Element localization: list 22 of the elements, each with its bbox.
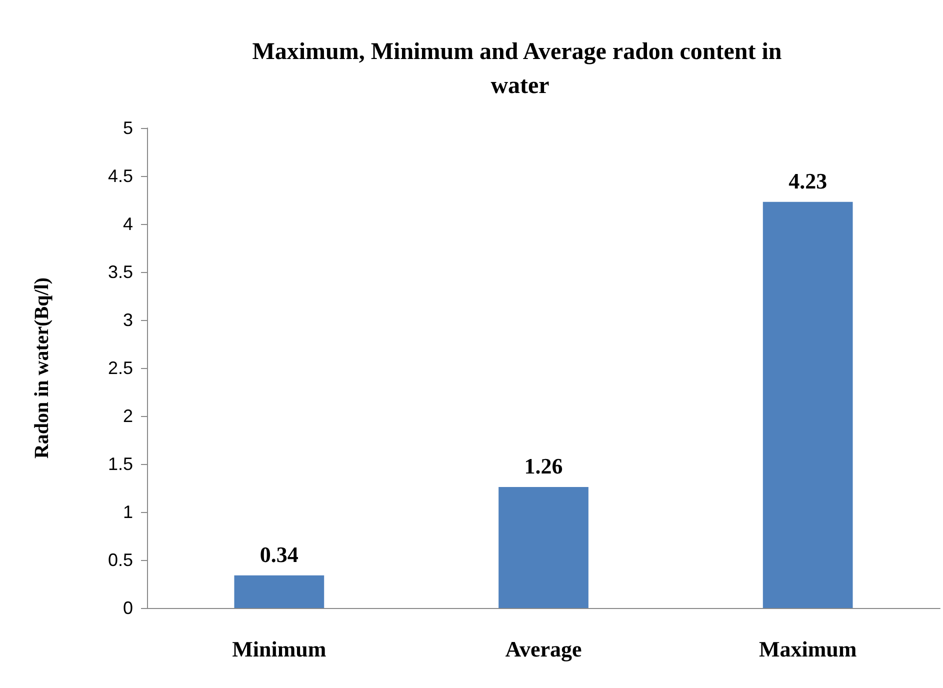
- y-tick-label: 4: [122, 214, 133, 234]
- y-tick-label: 1: [122, 502, 133, 522]
- y-tick-label: 0: [122, 598, 133, 618]
- data-label: 0.34: [260, 542, 298, 567]
- y-tick-label: 4.5: [108, 166, 133, 186]
- bar: [498, 487, 588, 608]
- chart-title: Maximum, Minimum and Average radon content in water: [252, 39, 788, 99]
- y-tick-label: 2.5: [108, 358, 133, 378]
- y-tick-label: 1.5: [108, 454, 133, 474]
- data-label: 4.23: [788, 168, 828, 194]
- data-label: 1.26: [524, 454, 563, 479]
- y-axis-title: Radon in water(Bq/l): [31, 277, 53, 459]
- y-tick-label: 3: [122, 310, 133, 330]
- x-tick-label: Maximum: [758, 636, 857, 662]
- bar: [234, 575, 324, 608]
- x-tick-label: Minimum: [232, 636, 326, 662]
- bar: [762, 202, 853, 608]
- y-tick-label: 3.5: [108, 262, 133, 282]
- y-tick-label: 5: [122, 118, 133, 138]
- y-tick-label: 2: [122, 406, 133, 426]
- x-tick-label: Average: [505, 636, 582, 662]
- y-tick-label: 0.5: [108, 550, 133, 570]
